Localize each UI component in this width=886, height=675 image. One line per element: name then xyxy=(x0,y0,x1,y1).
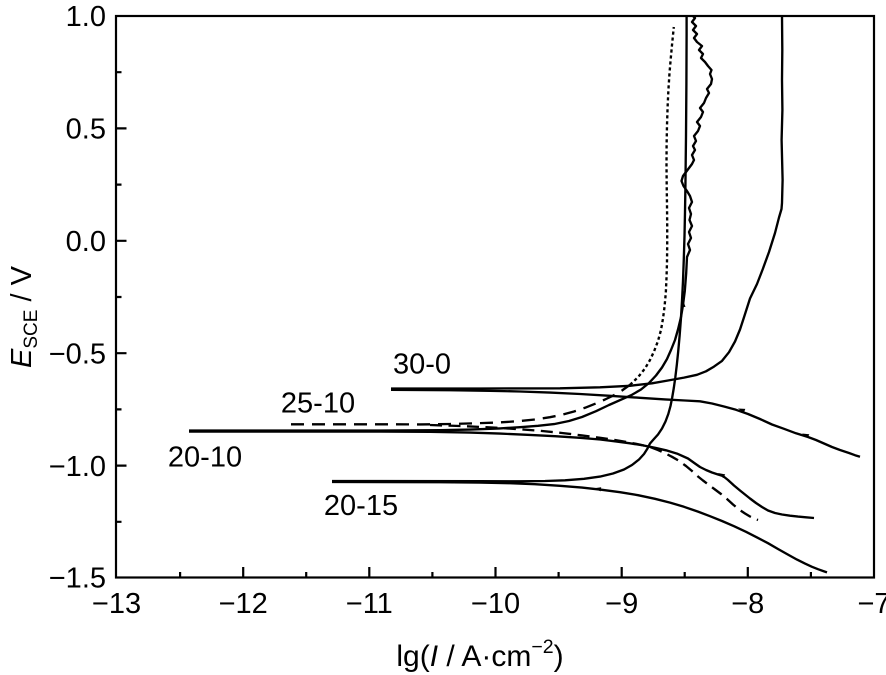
svg-text:−1.5: −1.5 xyxy=(49,563,106,595)
svg-text:−13: −13 xyxy=(92,588,141,620)
svg-text:−0.5: −0.5 xyxy=(49,338,106,370)
svg-text:−10: −10 xyxy=(471,588,520,620)
svg-text:−1.0: −1.0 xyxy=(49,451,106,483)
svg-text:1.0: 1.0 xyxy=(66,1,106,33)
svg-text:−7: −7 xyxy=(857,588,886,620)
svg-text:25-10: 25-10 xyxy=(281,388,355,420)
svg-text:30-0: 30-0 xyxy=(393,349,451,381)
svg-text:−9: −9 xyxy=(605,588,638,620)
svg-text:20-15: 20-15 xyxy=(324,490,398,522)
svg-text:−12: −12 xyxy=(219,588,268,620)
svg-text:−11: −11 xyxy=(346,588,393,620)
svg-text:ESCE / V: ESCE / V xyxy=(6,265,42,368)
svg-text:−8: −8 xyxy=(731,588,764,620)
svg-text:0.0: 0.0 xyxy=(66,226,106,258)
svg-text:20-10: 20-10 xyxy=(168,442,242,474)
svg-text:0.5: 0.5 xyxy=(66,114,106,146)
